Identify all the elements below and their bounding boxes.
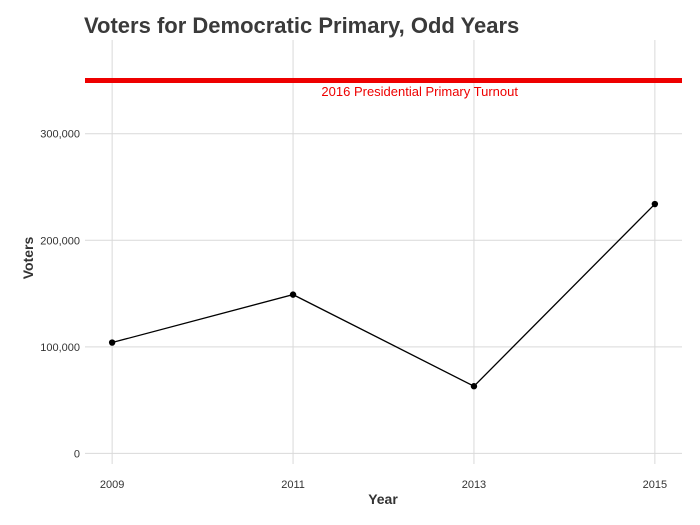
- y-tick-label: 0: [74, 448, 80, 460]
- reference-line-group: 2016 Presidential Primary Turnout: [85, 77, 682, 99]
- x-tick-label: 2009: [100, 479, 124, 491]
- data-point: [289, 291, 297, 298]
- reference-line-label: 2016 Presidential Primary Turnout: [321, 84, 518, 99]
- y-tick-label: 300,000: [40, 129, 80, 141]
- chart-title: Voters for Democratic Primary, Odd Years: [84, 13, 519, 38]
- x-tick-label: 2015: [643, 479, 667, 491]
- grid-lines: [85, 40, 682, 464]
- y-tick-label: 200,000: [40, 235, 80, 247]
- y-tick-labels: 0 100,000 200,000 300,000: [40, 129, 80, 461]
- x-tick-label: 2013: [462, 479, 486, 491]
- y-axis-title: Voters: [20, 237, 36, 280]
- data-point: [108, 339, 116, 346]
- y-tick-label: 100,000: [40, 342, 80, 354]
- x-axis-title: Year: [368, 491, 398, 507]
- series-group: [108, 200, 659, 390]
- series-line: [111, 203, 656, 388]
- data-point: [470, 383, 478, 390]
- data-point: [651, 200, 659, 208]
- x-tick-labels: 2009 2011 2013 2015: [100, 479, 667, 491]
- x-tick-label: 2011: [281, 479, 305, 491]
